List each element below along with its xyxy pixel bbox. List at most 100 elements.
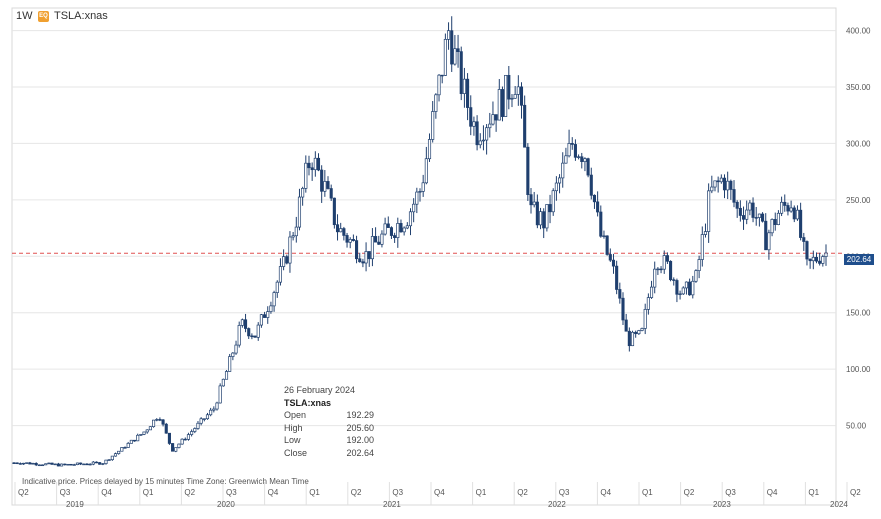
candle-body bbox=[659, 268, 663, 271]
x-quarter-label: Q4 bbox=[600, 488, 611, 497]
candle-body bbox=[120, 447, 124, 452]
candle-body bbox=[56, 463, 60, 467]
candle-body bbox=[681, 287, 685, 295]
tooltip-label: Low bbox=[284, 435, 301, 445]
tooltip-value: 192.29 bbox=[346, 410, 374, 420]
candle-body bbox=[456, 48, 460, 52]
candle-body bbox=[611, 259, 616, 267]
candle-body bbox=[634, 331, 638, 335]
candle-body bbox=[732, 189, 736, 203]
candle-body bbox=[564, 155, 568, 164]
candle-body bbox=[703, 231, 708, 235]
x-quarter-label: Q3 bbox=[725, 488, 736, 497]
candle-body bbox=[630, 331, 635, 347]
y-tick-label: 150.00 bbox=[846, 309, 871, 318]
candle-body bbox=[519, 86, 524, 106]
candle-body bbox=[183, 438, 187, 441]
tooltip-row-close: Close 202.64 bbox=[284, 447, 374, 460]
tooltip-row-open: Open 192.29 bbox=[284, 409, 374, 422]
candle-body bbox=[551, 190, 555, 213]
candle-body bbox=[12, 462, 16, 464]
candle-body bbox=[386, 223, 390, 228]
x-quarter-label: Q4 bbox=[268, 488, 279, 497]
tooltip-value: 205.60 bbox=[346, 422, 374, 433]
candle-body bbox=[18, 463, 22, 465]
candle-body bbox=[770, 219, 774, 234]
candle-body bbox=[205, 414, 210, 420]
candle-body bbox=[821, 256, 825, 264]
candle-body bbox=[599, 211, 603, 237]
candle-body bbox=[605, 235, 609, 255]
candle-body bbox=[757, 213, 761, 218]
ohlc-tooltip: 26 February 2024 TSLA:xnas Open 192.29 H… bbox=[284, 384, 374, 459]
candle-body bbox=[653, 268, 657, 288]
candle-body bbox=[440, 74, 444, 77]
candle-body bbox=[707, 190, 711, 232]
y-tick-label: 350.00 bbox=[846, 83, 871, 92]
candle-body bbox=[735, 201, 739, 209]
candle-body bbox=[231, 352, 235, 357]
candle-body bbox=[364, 251, 368, 264]
candle-body bbox=[789, 207, 793, 212]
candle-body bbox=[79, 462, 83, 465]
candle-body bbox=[561, 162, 565, 179]
candle-body bbox=[694, 270, 698, 282]
candle-body bbox=[783, 201, 787, 206]
candle-body bbox=[123, 447, 127, 449]
candle-body bbox=[396, 223, 400, 238]
symbol-label[interactable]: TSLA:xnas bbox=[54, 10, 108, 22]
candle-body bbox=[44, 463, 48, 466]
candle-body bbox=[53, 463, 57, 466]
candle-body bbox=[738, 207, 742, 216]
x-quarter-label: Q2 bbox=[684, 488, 695, 497]
candle-body bbox=[240, 319, 244, 326]
candle-body bbox=[285, 256, 289, 264]
candle-body bbox=[243, 319, 248, 329]
candle-body bbox=[310, 167, 314, 171]
candle-body bbox=[31, 462, 35, 465]
x-quarter-label: Q4 bbox=[767, 488, 778, 497]
candle-body bbox=[786, 205, 790, 212]
exchange-badge-icon: EQ bbox=[38, 11, 49, 22]
candle-body bbox=[209, 409, 213, 416]
candle-body bbox=[288, 236, 292, 264]
candle-body bbox=[548, 204, 552, 213]
x-quarter-label: Q3 bbox=[226, 488, 237, 497]
interval-label[interactable]: 1W bbox=[16, 10, 33, 22]
tooltip-label: Open bbox=[284, 410, 307, 420]
candle-body bbox=[558, 177, 562, 184]
candle-body bbox=[355, 240, 359, 260]
candle-body bbox=[824, 252, 828, 257]
candle-body bbox=[421, 182, 425, 192]
x-quarter-label: Q2 bbox=[184, 488, 195, 497]
candle-body bbox=[294, 226, 298, 237]
candle-body bbox=[538, 211, 543, 226]
candle-body bbox=[507, 74, 511, 100]
candle-body bbox=[481, 139, 485, 142]
candle-body bbox=[196, 422, 200, 429]
candle-body bbox=[113, 453, 118, 457]
candle-body bbox=[389, 227, 394, 236]
candle-body bbox=[228, 356, 232, 372]
candle-body bbox=[722, 177, 727, 191]
candle-body bbox=[132, 439, 137, 442]
candle-body bbox=[751, 202, 755, 218]
candle-body bbox=[596, 201, 600, 213]
candle-body bbox=[367, 251, 371, 260]
candle-body bbox=[424, 158, 428, 184]
candle-body bbox=[37, 464, 41, 467]
candle-body bbox=[814, 256, 819, 262]
candle-body bbox=[792, 207, 796, 220]
candle-body bbox=[554, 182, 558, 192]
candle-body bbox=[488, 123, 492, 129]
candle-body bbox=[649, 286, 654, 298]
candle-body bbox=[443, 38, 447, 76]
candle-body bbox=[624, 319, 628, 332]
candle-body bbox=[478, 140, 482, 146]
candle-body bbox=[25, 462, 29, 464]
candle-body bbox=[399, 223, 403, 233]
candle-body bbox=[402, 227, 406, 233]
candle-body bbox=[50, 462, 54, 465]
candle-body bbox=[767, 232, 771, 251]
